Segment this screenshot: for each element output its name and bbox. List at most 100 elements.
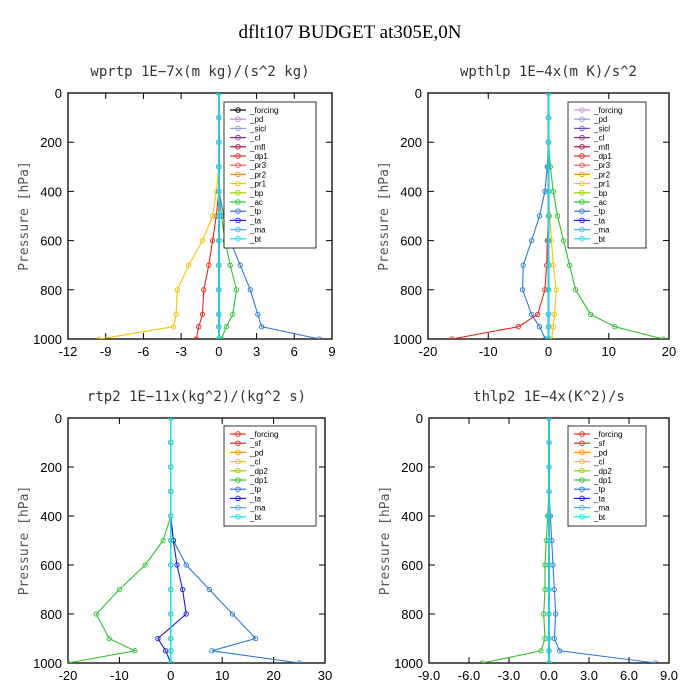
- legend-marker: [235, 116, 241, 122]
- data-point: [545, 114, 552, 121]
- legend-marker: [235, 458, 241, 465]
- legend-label: _cl: [593, 458, 604, 467]
- legend-label: _forcing: [593, 430, 622, 439]
- data-point: [155, 635, 161, 642]
- legend-marker: [235, 504, 241, 511]
- x-tick-label: -20: [59, 668, 78, 683]
- data-point: [183, 611, 189, 617]
- legend-label: _ac: [249, 198, 263, 207]
- data-point: [206, 262, 212, 268]
- data-point: [296, 660, 302, 663]
- y-axis-label: Pressure [hPa]: [378, 486, 393, 596]
- panel-1: wprtp 1E−7x(m kg)/(s^2 kg) Pressure [hPa]…: [17, 64, 336, 359]
- legend-marker: [579, 431, 585, 437]
- x-tick-label: 10: [215, 668, 229, 683]
- data-point: [230, 311, 236, 318]
- legend-marker: [579, 504, 585, 511]
- legend-label: _ma: [249, 504, 266, 513]
- data-point: [237, 262, 243, 268]
- legend-label: _ta: [249, 494, 262, 503]
- data-point: [168, 586, 174, 593]
- series-line-dp1: [68, 418, 172, 663]
- y-axis-label: Pressure [hPa]: [17, 486, 32, 596]
- legend-marker: [235, 125, 241, 132]
- legend-marker: [579, 449, 585, 456]
- data-point: [216, 188, 222, 195]
- data-point: [545, 324, 552, 330]
- legend-label: _sf: [249, 439, 261, 448]
- data-point: [170, 324, 177, 330]
- legend-marker: [235, 449, 241, 456]
- data-point: [545, 139, 552, 145]
- data-point: [545, 311, 552, 318]
- y-tick-label: 200: [40, 460, 62, 475]
- legend-marker: [579, 162, 585, 168]
- legend-label: _bt: [593, 513, 606, 522]
- legend-marker: [579, 440, 585, 446]
- data-point: [258, 324, 265, 330]
- legend-label: _cl: [249, 134, 260, 143]
- legend-marker: [235, 486, 241, 492]
- data-point: [528, 237, 535, 244]
- data-point: [538, 648, 544, 654]
- data-point: [132, 648, 138, 654]
- x-tick-label: 3: [253, 344, 260, 359]
- data-point: [546, 488, 552, 495]
- data-point: [546, 635, 552, 642]
- legend-marker: [235, 144, 241, 150]
- data-point: [554, 213, 561, 219]
- data-point: [479, 660, 485, 663]
- data-point: [179, 586, 186, 593]
- legend-label: _ma: [593, 504, 610, 513]
- data-point: [199, 237, 206, 244]
- data-point: [520, 262, 526, 268]
- x-tick-label: 30: [318, 668, 332, 683]
- data-point: [168, 513, 174, 519]
- legend-marker: [579, 153, 585, 159]
- legend-marker: [235, 217, 241, 224]
- legend-marker: [235, 162, 241, 168]
- series-line-dp1: [195, 93, 220, 339]
- data-point: [653, 660, 659, 663]
- data-point: [546, 562, 552, 568]
- x-tick-label: 9: [328, 344, 335, 359]
- x-tick-label: -6: [138, 344, 150, 359]
- data-point: [519, 287, 526, 293]
- data-point: [545, 237, 552, 244]
- data-point: [216, 213, 222, 219]
- data-point: [542, 287, 548, 293]
- data-point: [548, 336, 555, 339]
- data-point: [216, 324, 222, 330]
- x-tick-label: 20: [662, 344, 676, 359]
- data-point: [160, 537, 166, 544]
- data-point: [216, 336, 222, 339]
- x-tick-label: -3: [175, 344, 187, 359]
- data-point: [209, 237, 216, 244]
- data-point: [168, 648, 174, 654]
- data-point: [553, 287, 559, 293]
- x-tick-label: 6: [291, 344, 298, 359]
- legend-label: _mfl: [249, 143, 265, 152]
- legend-label: _ma: [249, 226, 266, 235]
- legend-label: _tp: [593, 207, 606, 216]
- legend-label: _bt: [249, 235, 262, 244]
- y-tick-label: 200: [400, 135, 422, 150]
- data-point: [551, 586, 557, 593]
- y-tick-label: 200: [401, 460, 423, 475]
- data-point: [536, 213, 543, 219]
- legend-marker: [579, 144, 585, 150]
- legend-label: _dp1: [593, 152, 612, 161]
- y-tick-label: 600: [401, 558, 423, 573]
- data-point: [542, 188, 548, 195]
- y-tick-label: 800: [40, 607, 62, 622]
- legend-label: _ac: [593, 198, 607, 207]
- legend-marker: [235, 431, 241, 437]
- data-point: [186, 262, 192, 268]
- data-point: [572, 287, 579, 293]
- y-tick-label: 1000: [33, 656, 62, 671]
- legend-marker: [235, 199, 241, 205]
- series-line-ta: [157, 418, 187, 663]
- legend-label: _cl: [593, 134, 604, 143]
- data-point: [233, 287, 240, 293]
